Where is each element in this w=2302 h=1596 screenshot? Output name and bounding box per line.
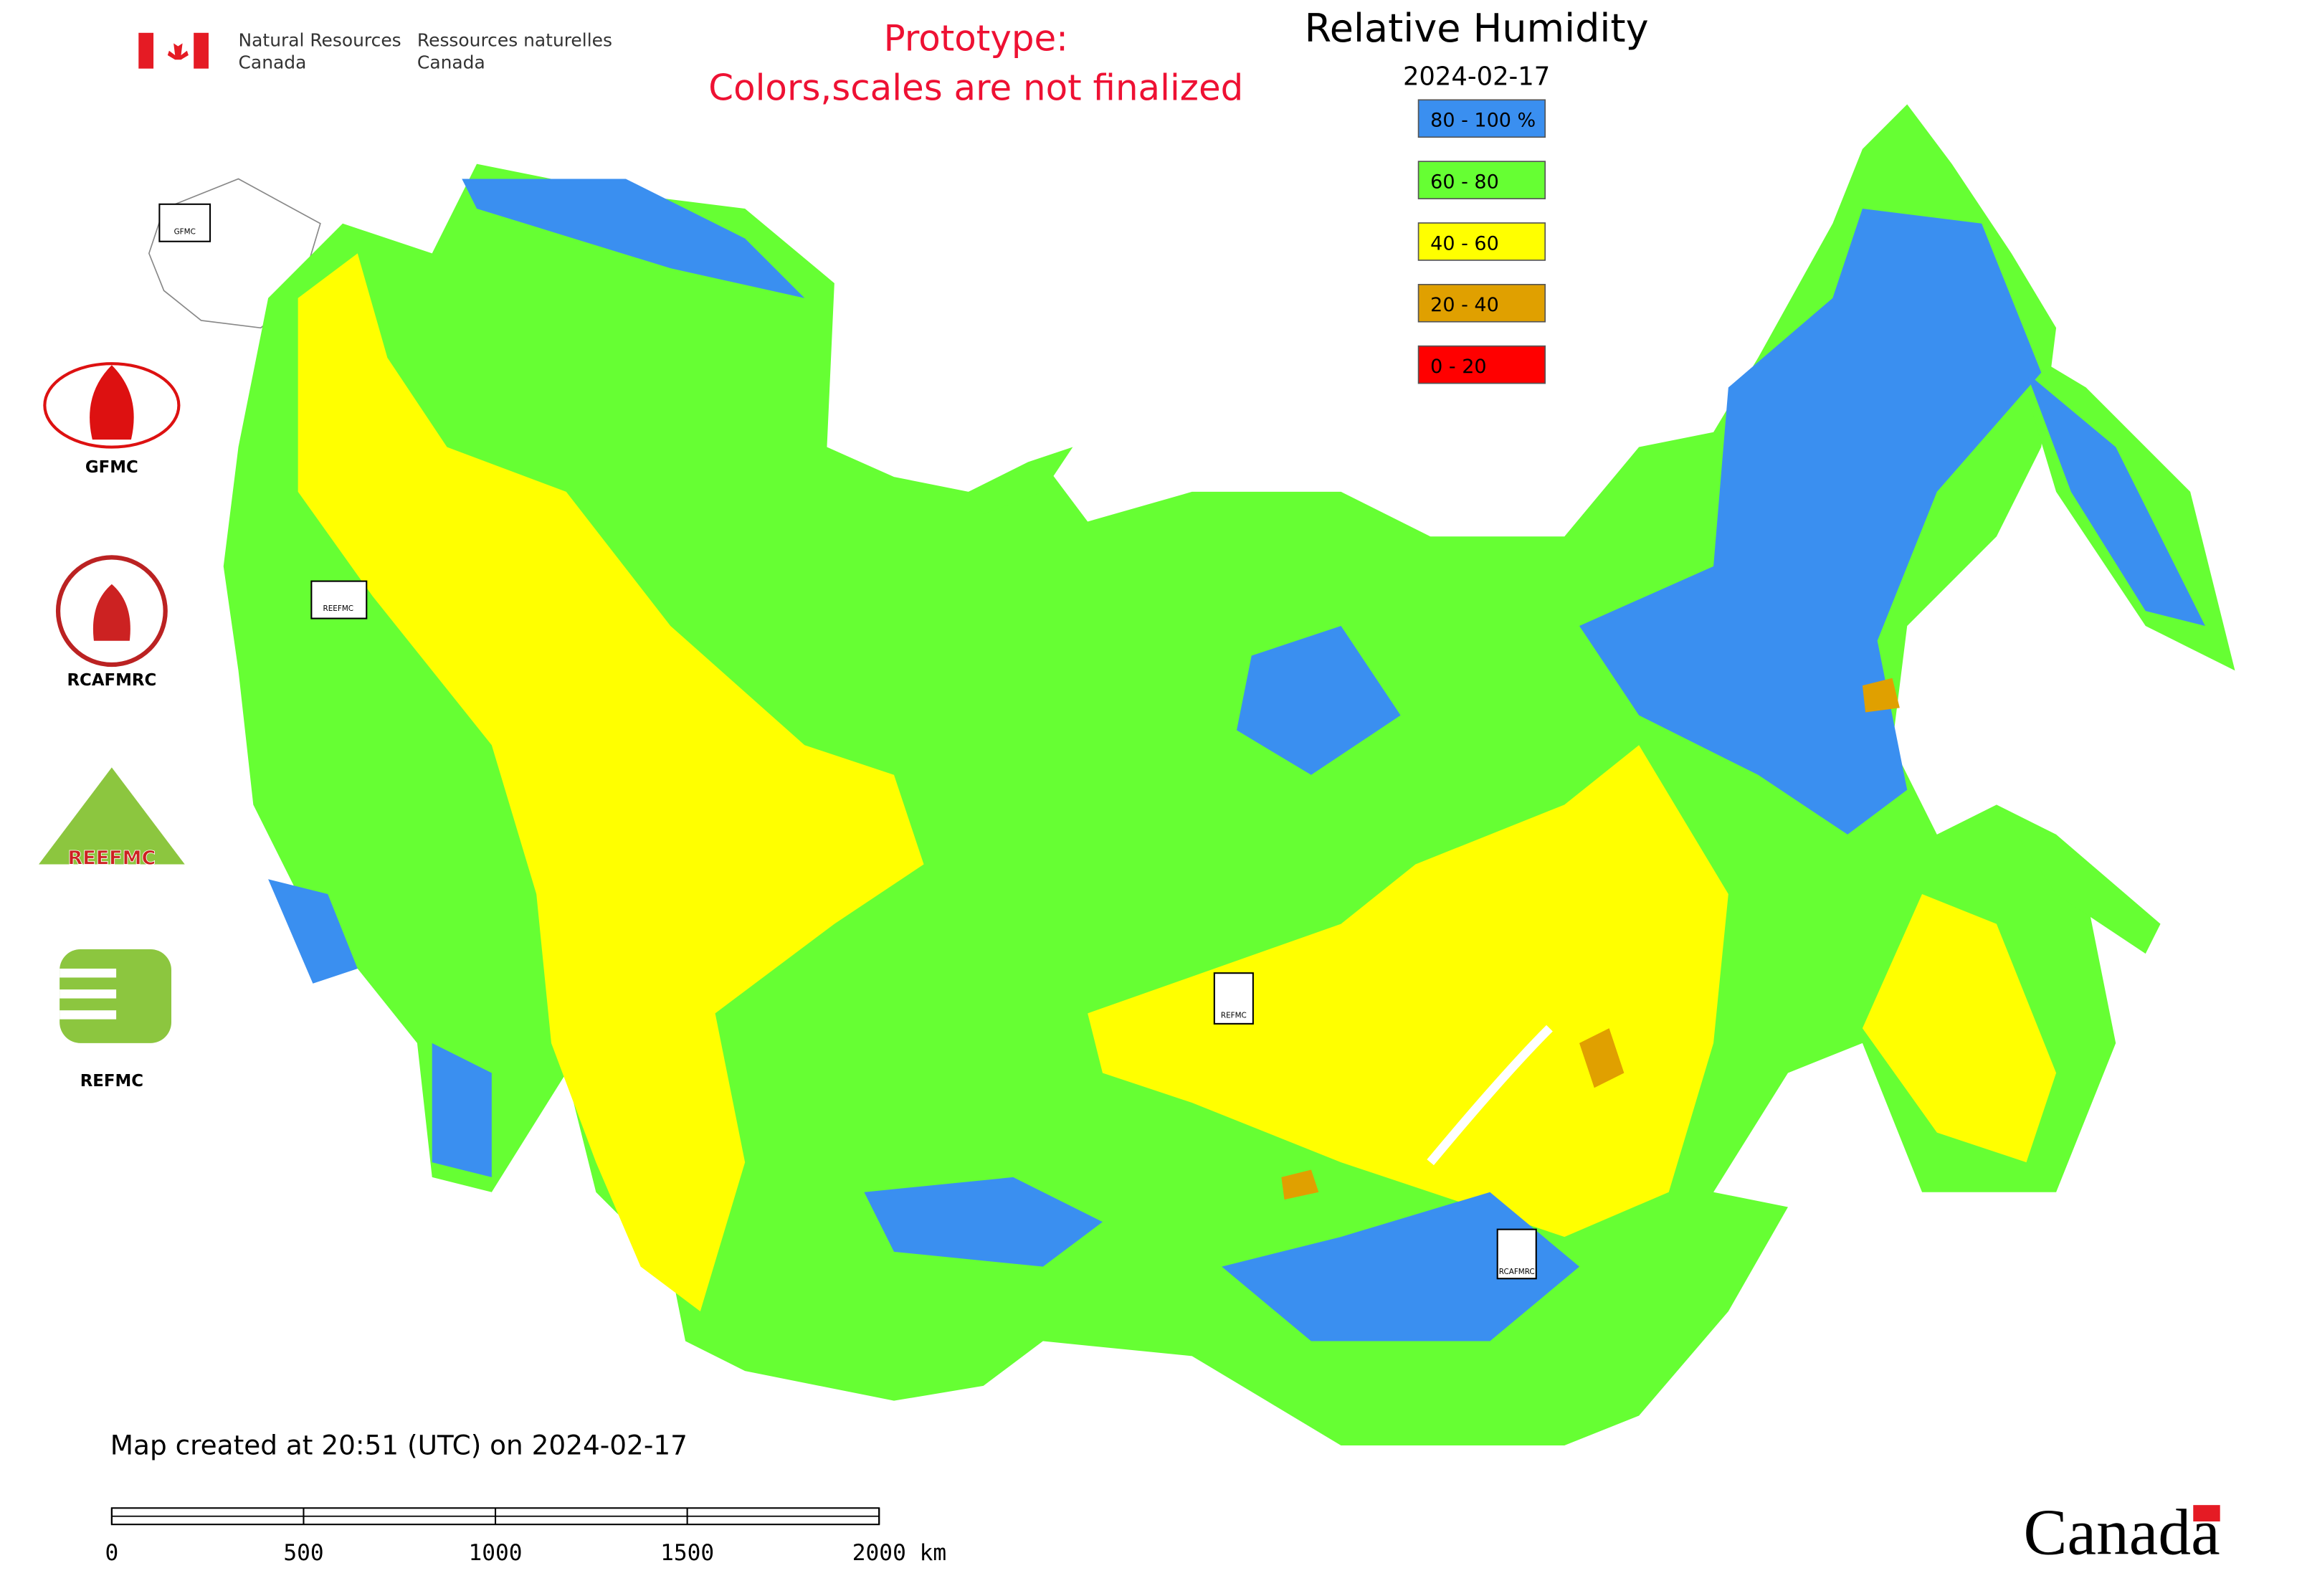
agency-en: Natural Resources: [239, 29, 401, 50]
humidity-zone: [298, 253, 924, 1311]
land-region: [1996, 804, 2161, 954]
scale-label: 0: [105, 1540, 118, 1566]
scale-label: 1500: [660, 1540, 714, 1566]
humidity-zone: [1281, 1169, 1319, 1200]
lake: [1427, 1025, 1553, 1166]
side-logos: GFMC RCAFMRC REEFMC REFMC: [39, 362, 185, 1091]
logo-stripe: [60, 1010, 117, 1020]
notice: Colors,scales are not finalized: [708, 67, 1243, 108]
map-markers: GFMC REEFMC REFMC RCAFMRC: [158, 203, 1537, 1280]
flag-bar: [138, 32, 154, 69]
humidity-zone: [1088, 745, 1728, 1238]
logo-caption: GFMC: [85, 458, 138, 477]
legend-swatch: [1417, 99, 1546, 138]
land-region: [968, 447, 1073, 515]
legend-swatch: [1417, 283, 1546, 323]
marker-box: [1496, 1228, 1537, 1280]
marker-label: GFMC: [174, 227, 196, 236]
legend-label: 0 - 20: [1430, 356, 1486, 378]
logo-gfmc: [43, 362, 181, 449]
wordmark-flag: [2193, 1505, 2220, 1522]
legend-label: 80 - 100 %: [1430, 110, 1536, 132]
humidity-zone: [2026, 372, 2205, 626]
marker-label: REFMC: [1221, 1012, 1247, 1020]
humidity-zone: [1862, 894, 2057, 1163]
marker-box: [310, 580, 368, 619]
gc-signature: Natural Resources Canada Ressources natu…: [138, 29, 612, 73]
legend-label: 60 - 80: [1430, 171, 1499, 194]
maple-leaf: [167, 37, 189, 60]
created-note: Map created at 20:51 (UTC) on 2024-02-17: [110, 1429, 688, 1460]
agency-fr: Canada: [417, 52, 485, 73]
logo-reefmc: [39, 767, 185, 865]
flag-bar: [194, 32, 209, 69]
scale-label: 500: [283, 1540, 323, 1566]
marker-label: REEFMC: [323, 604, 353, 613]
agency-en: Canada: [239, 52, 307, 73]
marker-box: [158, 203, 211, 242]
legend-swatch: [1417, 345, 1546, 384]
map-date: 2024-02-17: [1403, 62, 1550, 92]
humidity-zone: [1237, 625, 1401, 775]
notice: Prototype:: [884, 18, 1068, 60]
legend-label: 20 - 40: [1430, 294, 1499, 316]
map-area: [148, 104, 2235, 1446]
logo-stripe: [60, 968, 117, 978]
legend-label: 40 - 60: [1430, 232, 1499, 255]
scale-bar: 0 500 1000 1500 2000 km: [105, 1507, 946, 1566]
logo-flame: [92, 584, 130, 641]
humidity-zone: [462, 179, 805, 298]
marker-box: [1213, 972, 1254, 1025]
legend: 80 - 100 % 60 - 80 40 - 60 20 - 40 0 - 20: [1417, 99, 1546, 384]
humidity-zone: [864, 1177, 1103, 1267]
logo-caption: RCAFMRC: [67, 671, 156, 690]
legend-swatch: [1417, 161, 1546, 199]
marker-label: RCAFMRC: [1499, 1268, 1535, 1276]
humidity-zone: [1862, 678, 1900, 713]
humidity-zone: [1579, 209, 2042, 835]
scale-label: 2000 km: [852, 1540, 946, 1566]
logo-stripe: [60, 989, 117, 999]
canada-wordmark: Canada: [2024, 1496, 2220, 1569]
legend-swatch: [1417, 222, 1546, 261]
agency-fr: Ressources naturelles: [417, 29, 612, 50]
humidity-zone: [432, 1042, 492, 1177]
map-title: Relative Humidity: [1305, 6, 1649, 51]
humidity-zone: [268, 879, 358, 984]
logo-flame: [90, 365, 134, 440]
logo-caption: REFMC: [80, 1072, 143, 1091]
logo-emblem-text: REEFMC: [67, 847, 156, 869]
scale-label: 1000: [469, 1540, 523, 1566]
humidity-zone: [1222, 1192, 1580, 1341]
humidity-zone: [1579, 1028, 1625, 1088]
